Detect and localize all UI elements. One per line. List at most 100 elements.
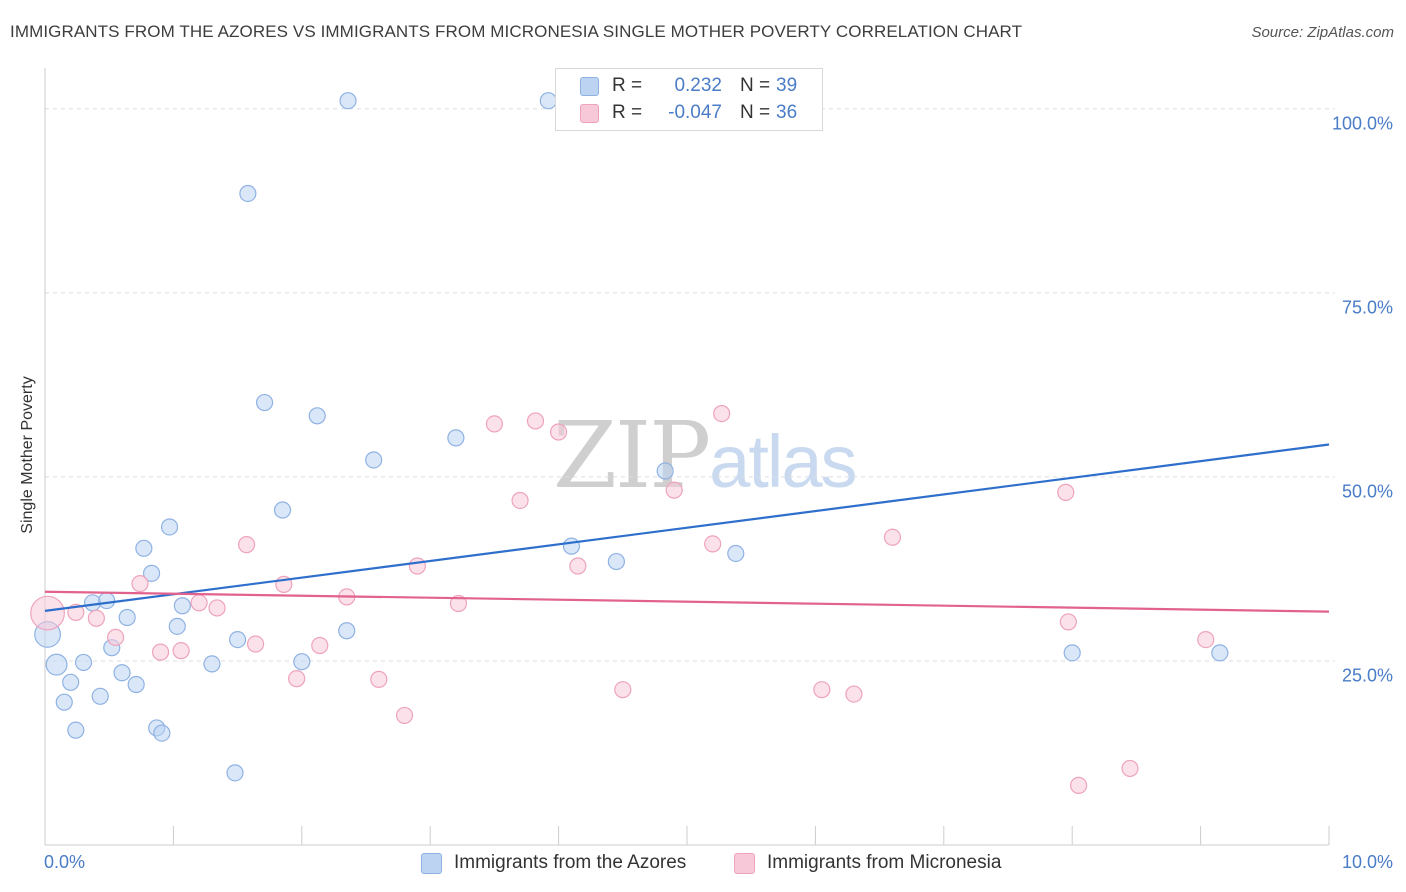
azores-point xyxy=(91,687,109,705)
micronesia-point xyxy=(107,628,125,646)
legend-n-label: N = xyxy=(740,75,771,96)
micronesia-point xyxy=(526,412,545,430)
micronesia-point xyxy=(845,685,863,703)
legend-swatch-azores xyxy=(580,76,599,96)
micronesia-point xyxy=(1057,483,1075,501)
micronesia-point xyxy=(665,481,683,499)
azores-point xyxy=(562,537,581,555)
micronesia-point xyxy=(246,635,265,653)
x-tick-label-max: 10.0% xyxy=(1341,852,1393,872)
series-name-azores: Immigrants from the Azores xyxy=(454,852,687,873)
micronesia-point xyxy=(614,681,632,699)
micronesia-point xyxy=(1197,631,1215,649)
trend-lines xyxy=(44,443,1330,613)
legend-n-value: 39 xyxy=(776,75,798,96)
azores-point xyxy=(447,429,465,447)
legend-r-value: 0.232 xyxy=(674,75,722,96)
azores-point xyxy=(1211,644,1229,662)
azores-point xyxy=(365,451,383,469)
micronesia-point xyxy=(190,594,208,612)
azores-point xyxy=(308,407,326,425)
azores-point xyxy=(338,622,356,640)
micronesia-point xyxy=(883,528,902,546)
legend-swatch-micronesia xyxy=(580,103,599,123)
source-credit: Source: ZipAtlas.com xyxy=(1251,24,1394,41)
azores-point xyxy=(339,92,357,110)
x-tick-label-min: 0.0% xyxy=(44,852,86,872)
micronesia-point xyxy=(1059,613,1077,631)
azores-point xyxy=(226,764,244,782)
azores-point xyxy=(74,653,93,672)
watermark-zip: ZIP xyxy=(553,402,711,509)
correlation-legend: R = 0.232 N = 39 R = -0.047 N = 36 xyxy=(555,68,823,131)
azores-point xyxy=(607,552,625,571)
legend-n-value: 36 xyxy=(776,102,798,123)
azores-point xyxy=(113,664,131,682)
chart-title: IMMIGRANTS FROM THE AZORES VS IMMIGRANTS… xyxy=(10,22,1023,41)
trend-line-micronesia xyxy=(44,590,1330,613)
azores-point xyxy=(539,92,557,110)
azores-point xyxy=(83,594,102,612)
y-tick-label: 75.0% xyxy=(1341,297,1393,318)
micronesia-point xyxy=(569,557,587,575)
micronesia-point xyxy=(1070,776,1088,794)
azores-point xyxy=(203,655,221,673)
azores-points xyxy=(34,92,1229,782)
azores-point xyxy=(1063,644,1081,662)
legend-n-label: N = xyxy=(740,102,771,123)
micronesia-point xyxy=(87,609,105,627)
azores-point xyxy=(727,544,745,563)
y-tick-label: 25.0% xyxy=(1341,665,1393,686)
azores-point xyxy=(273,501,292,519)
series-legend: Immigrants from the Azores Immigrants fr… xyxy=(0,852,1406,876)
azores-point xyxy=(255,393,274,412)
azores-point xyxy=(293,653,311,671)
azores-point xyxy=(168,617,186,635)
micronesia-point xyxy=(511,491,529,510)
azores-point xyxy=(98,591,116,610)
micronesia-point xyxy=(288,670,306,688)
y-tick-label: 50.0% xyxy=(1341,481,1393,502)
legend-row-micronesia: R = -0.047 N = 36 xyxy=(580,101,797,125)
series-legend-micronesia: Immigrants from Micronesia xyxy=(734,852,1001,874)
micronesia-point xyxy=(1121,759,1139,778)
y-axis-label: Single Mother Poverty xyxy=(19,376,36,534)
azores-point xyxy=(239,184,257,203)
legend-r-label: R = xyxy=(612,75,643,96)
micronesia-point xyxy=(208,599,226,617)
azores-point xyxy=(62,673,80,691)
micronesia-point xyxy=(813,681,831,699)
azores-point xyxy=(45,653,68,676)
legend-r-value: -0.047 xyxy=(668,102,722,123)
series-legend-azores: Immigrants from the Azores xyxy=(421,852,686,874)
grid-lines xyxy=(45,108,1335,662)
micronesia-point xyxy=(395,706,414,725)
azores-point xyxy=(153,724,171,742)
azores-point xyxy=(656,462,674,480)
micronesia-point xyxy=(713,404,731,423)
micronesia-point xyxy=(704,535,722,553)
azores-point xyxy=(118,608,136,627)
azores-point xyxy=(127,675,145,694)
micronesia-point xyxy=(311,636,329,655)
azores-point xyxy=(173,597,191,615)
zipatlas-watermark: ZIPatlas xyxy=(553,402,857,509)
legend-r-label: R = xyxy=(612,102,643,123)
azores-point xyxy=(229,631,247,649)
azores-point xyxy=(55,693,73,711)
axes xyxy=(44,68,1330,846)
micronesia-point xyxy=(549,423,568,441)
series-name-micronesia: Immigrants from Micronesia xyxy=(767,852,1002,873)
micronesia-point xyxy=(485,415,503,433)
y-tick-label: 100.0% xyxy=(1331,113,1393,134)
azores-point xyxy=(142,564,161,582)
azores-point xyxy=(160,518,179,536)
micronesia-point xyxy=(151,643,170,661)
series-swatch-azores xyxy=(421,852,442,874)
micronesia-point xyxy=(370,670,388,688)
micronesia-point xyxy=(408,557,426,575)
micronesia-point xyxy=(449,594,468,613)
legend-row-azores: R = 0.232 N = 39 xyxy=(580,74,797,98)
trend-line-azores xyxy=(44,443,1330,612)
